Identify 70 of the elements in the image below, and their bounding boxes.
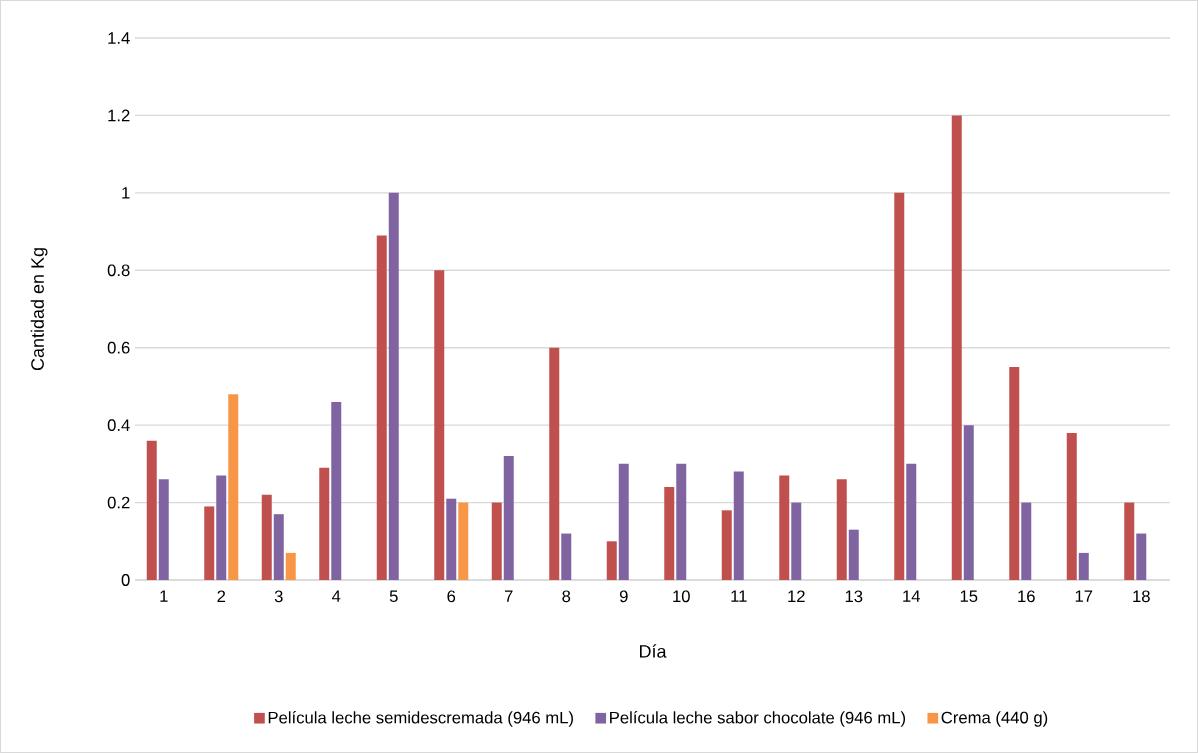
y-tick-label: 0: [121, 574, 130, 586]
bar: [549, 347, 560, 580]
bar: [216, 475, 227, 580]
bar: [1009, 367, 1020, 580]
bar: [951, 115, 962, 580]
bar: [261, 494, 272, 580]
x-tick-label: 18: [1133, 590, 1150, 603]
legend-label: Película leche semidescremada (946 mL): [268, 711, 573, 727]
y-tick-label: 1.4: [108, 32, 130, 44]
bar: [491, 502, 502, 580]
x-tick-label: 5: [389, 590, 398, 603]
bar: [446, 498, 457, 580]
bar: [963, 425, 974, 580]
bar: [733, 471, 744, 580]
bar: [779, 475, 790, 580]
bar: [204, 506, 215, 580]
x-tick-label: 11: [731, 590, 747, 602]
bar: [1066, 432, 1077, 580]
y-axis-title: Cantidad en Kg: [30, 248, 48, 371]
bar: [458, 502, 469, 580]
bar: [836, 479, 847, 580]
x-tick-label: 16: [1018, 590, 1035, 603]
bar: [664, 487, 675, 580]
bar: [331, 401, 342, 580]
x-tick-label: 6: [447, 590, 456, 603]
bar: [676, 463, 687, 580]
legend-label: Película leche sabor chocolate (946 mL): [610, 711, 906, 727]
bar: [319, 467, 330, 580]
bar: [848, 529, 859, 580]
bar: [894, 192, 905, 580]
y-tick-label: 0.6: [107, 341, 130, 354]
bar: [1136, 533, 1147, 580]
bar: [503, 456, 514, 580]
y-tick-label: 0.8: [107, 264, 130, 277]
bar: [434, 270, 445, 580]
bar: [285, 552, 296, 580]
x-axis-title: Día: [639, 644, 667, 658]
bar: [376, 235, 387, 580]
x-tick-label: 4: [332, 590, 341, 602]
x-tick-label: 8: [562, 590, 571, 603]
bar: [158, 479, 169, 580]
x-tick-label: 9: [619, 590, 628, 603]
x-tick-label: 7: [504, 590, 513, 602]
y-tick-label: 1.2: [108, 109, 130, 122]
bar: [791, 502, 802, 580]
bar: [906, 463, 917, 580]
x-tick-label: 2: [217, 590, 226, 603]
bar: [618, 463, 629, 580]
bar: [1021, 502, 1032, 580]
x-tick-label: 1: [160, 590, 168, 602]
x-tick-label: 10: [673, 590, 690, 603]
x-tick-label: 14: [903, 590, 921, 602]
x-tick-label: 13: [845, 590, 863, 603]
bar: [561, 533, 572, 580]
x-tick-label: 3: [274, 590, 283, 603]
y-tick-label: 0.2: [107, 496, 130, 509]
x-tick-label: 17: [1075, 590, 1093, 602]
bar: [1078, 552, 1089, 580]
y-tick-label: 0.4: [107, 419, 130, 432]
bar: [1124, 502, 1135, 580]
legend-label: Crema (440 g): [941, 711, 1048, 727]
y-tick-label: 1: [122, 187, 130, 199]
bar: [606, 541, 617, 580]
bar: [146, 440, 157, 580]
x-tick-label: 15: [960, 590, 978, 603]
bar: [273, 514, 284, 580]
bar: [228, 394, 239, 580]
bar: [388, 192, 399, 580]
x-tick-label: 12: [788, 590, 805, 603]
bar: [721, 510, 732, 580]
